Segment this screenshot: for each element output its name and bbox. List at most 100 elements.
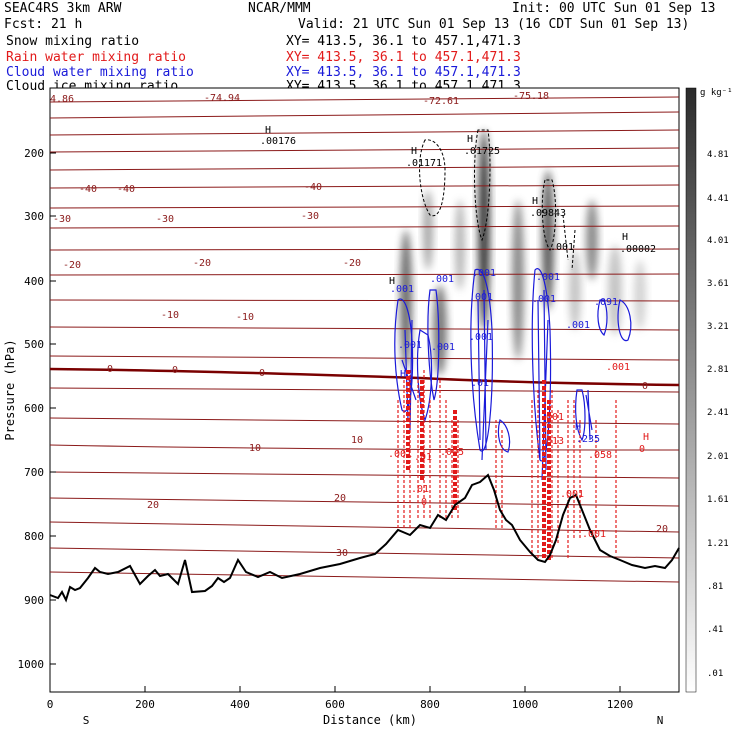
cloud-water-label: .001 <box>566 320 590 331</box>
cloud-water-label: .001 <box>472 268 496 279</box>
temperature-label: -20 <box>343 258 361 269</box>
colorbar-unit: g kg⁻¹ <box>700 88 733 98</box>
rain-label: .001 <box>560 489 584 500</box>
model-label: SEAC4RS 3km ARW <box>4 1 122 16</box>
temperature-label: -75.18 <box>513 91 549 102</box>
snow-contours <box>419 129 576 271</box>
cloud-water-label: .001 <box>398 340 422 351</box>
temperature-label: 0 <box>107 364 113 375</box>
cloud-water-label: .001 <box>469 332 493 343</box>
field-label-snow: Snow mixing ratio <box>6 34 140 49</box>
colorbar-tick: 1.61 <box>707 495 729 505</box>
rain-label: .058 <box>588 450 612 461</box>
temperature-label: 0 <box>259 368 265 379</box>
valid-label: Valid: 21 UTC Sun 01 Sep 13 (16 CDT Sun … <box>298 17 690 32</box>
colorbar-tick: .81 <box>707 582 723 592</box>
rain-label: .005 <box>440 447 464 458</box>
snow-label: H <box>411 146 417 157</box>
snow-label: .001 <box>550 242 574 253</box>
y-tick-label: 200 <box>24 147 44 160</box>
y-tick-label: 300 <box>24 210 44 223</box>
init-label: Init: 00 UTC Sun 01 Sep 13 <box>512 1 716 16</box>
cloud-water-label: .001 <box>430 274 454 285</box>
x-tick-label: 1200 <box>607 698 634 711</box>
snow-label: H <box>467 134 473 145</box>
temperature-label: 20 <box>147 500 159 511</box>
snow-label: .01725 <box>464 146 500 157</box>
cloud-water-label: H <box>575 422 581 433</box>
colorbar-tick: .01 <box>707 669 723 679</box>
temperature-label: -72.61 <box>423 96 459 107</box>
colorbar-tick: 4.41 <box>707 194 729 204</box>
org-label: NCAR/MMM <box>248 1 311 16</box>
temperature-label: 30 <box>336 548 348 559</box>
temperature-label: -30 <box>156 214 174 225</box>
y-tick-label: 1000 <box>18 658 45 671</box>
temperature-label: -10 <box>161 310 179 321</box>
x-tick-label: 0 <box>47 698 54 711</box>
snow-label: .01171 <box>406 158 442 169</box>
temperature-label: 20 <box>656 524 668 535</box>
rain-core-lines <box>406 370 551 560</box>
fcst-label: Fcst: 21 h <box>4 17 83 32</box>
cloud-water-label: .01 <box>471 378 489 389</box>
colorbar-tick: 2.41 <box>707 408 729 418</box>
y-tick-label: 400 <box>24 275 44 288</box>
temperature-label: 4.86 <box>50 94 74 105</box>
temperature-label: -20 <box>63 260 81 271</box>
colorbar-tick: 1.21 <box>707 539 729 549</box>
x-tick-label: 200 <box>135 698 155 711</box>
field-label-rain: Rain water mixing ratio <box>6 50 187 65</box>
temperature-label: -10 <box>236 312 254 323</box>
temperature-label: -40 <box>304 182 322 193</box>
xy-label-rain: XY= 413.5, 36.1 to 457.1,471.3 <box>286 50 521 65</box>
y-axis-label: Pressure (hPa) <box>3 339 17 440</box>
snow-label: .09843 <box>530 208 566 219</box>
x-tick-label: 600 <box>325 698 345 711</box>
temperature-label: 0 <box>172 365 178 376</box>
colorbar-tick: 2.81 <box>707 365 729 375</box>
colorbar-tick: .41 <box>707 625 723 635</box>
rain-label: H <box>643 432 649 443</box>
cloud-water-label: .235 <box>576 434 600 445</box>
colorbar: g kg⁻¹ 4.81 4.41 4.01 3.61 3.21 2.81 2.4… <box>685 87 733 693</box>
x-tick-label: 400 <box>230 698 250 711</box>
xy-label-snow: XY= 413.5, 36.1 to 457.1,471.3 <box>286 34 521 49</box>
colorbar-tick: 4.81 <box>707 150 729 160</box>
y-tick-label: 700 <box>24 466 44 479</box>
rain-label: 0 <box>639 444 645 455</box>
y-axis <box>50 152 56 665</box>
cloud-water-label: .001 <box>390 284 414 295</box>
rain-label: .001 <box>582 529 606 540</box>
cloud-water-label: .001 <box>536 272 560 283</box>
rain-label: .001 <box>540 412 564 423</box>
xy-label-cloud-water: XY= 413.5, 36.1 to 457.1,471.3 <box>286 65 521 80</box>
y-tick-label: 500 <box>24 338 44 351</box>
x-tick-label: 1000 <box>512 698 539 711</box>
snow-label: .00002 <box>620 244 656 255</box>
temperature-label: 20 <box>334 493 346 504</box>
colorbar-tick: 3.61 <box>707 279 729 289</box>
rain-label: .001 <box>606 362 630 373</box>
terrain-line <box>49 473 680 603</box>
x-end-label-north: N <box>657 714 664 727</box>
temperature-label: -30 <box>53 214 71 225</box>
x-axis-label: Distance (km) <box>323 713 417 727</box>
temperature-label: -40 <box>79 184 97 195</box>
x-axis <box>49 686 621 692</box>
temperature-label-group: 4.86 -74.94 -72.61 -75.18 -40 -40 -40 -3… <box>50 91 668 559</box>
snow-label: H <box>389 276 395 287</box>
colorbar-tick: 4.01 <box>707 236 729 246</box>
rain-label: 0 <box>421 497 427 508</box>
cloud-water-label: .001 <box>532 294 556 305</box>
colorbar-scale <box>685 87 697 693</box>
y-tick-label: 900 <box>24 594 44 607</box>
snow-label: H <box>622 232 628 243</box>
snow-label: .00176 <box>260 136 296 147</box>
cloud-water-label: .001 <box>469 292 493 303</box>
x-end-label-south: S <box>83 714 90 727</box>
snow-label: H <box>265 125 271 136</box>
rain-label: .001 <box>388 449 412 460</box>
rain-label: .01 <box>414 452 432 463</box>
